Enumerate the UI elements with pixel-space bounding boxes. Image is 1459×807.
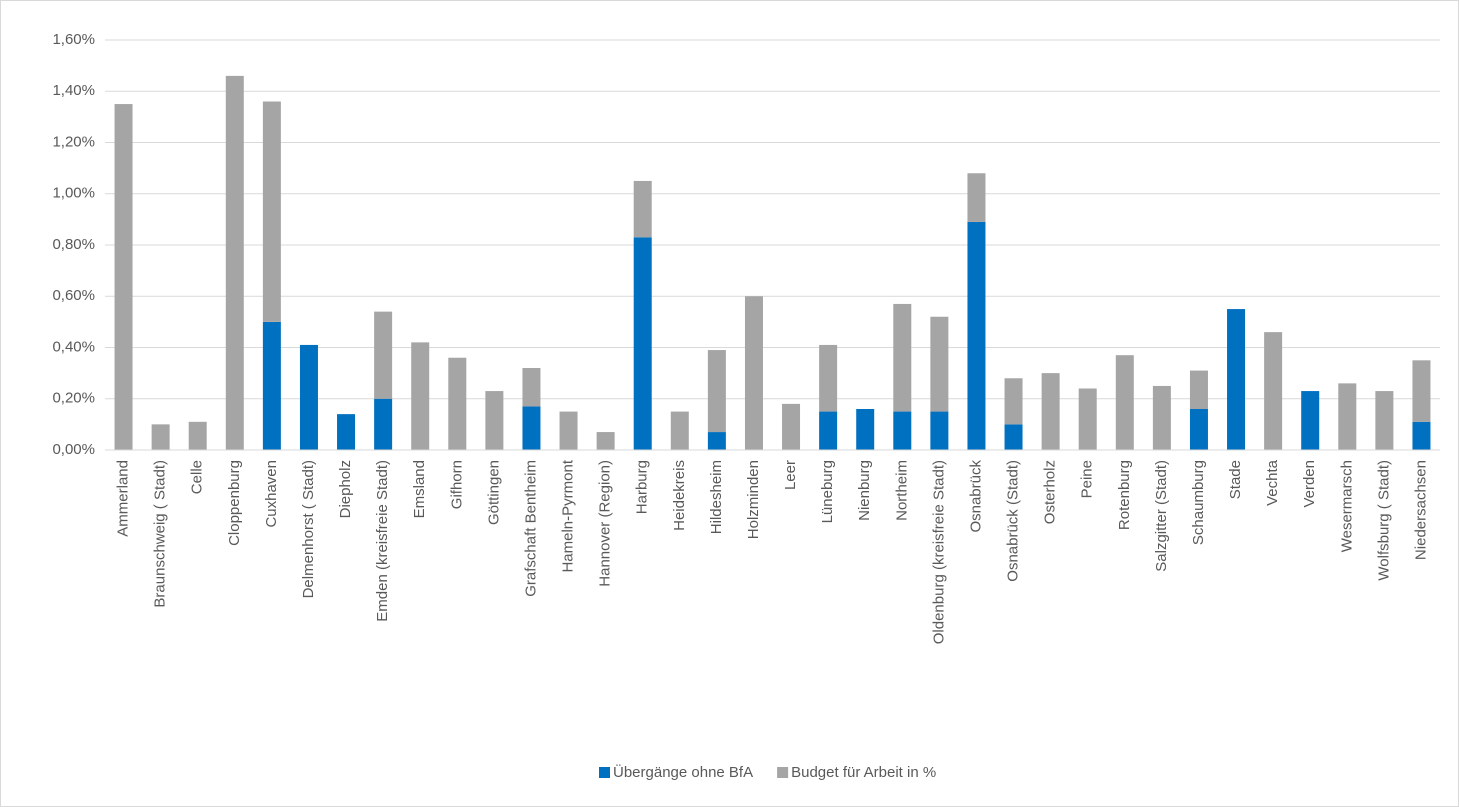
y-tick-label: 0,40%: [52, 338, 95, 355]
x-tick-label: Wesermarsch: [1338, 460, 1355, 552]
x-tick-label: Diepholz: [337, 460, 354, 518]
bar-segment: [633, 237, 652, 450]
bar-segment: [188, 421, 207, 450]
legend-swatch: [599, 767, 610, 778]
x-tick-label: Hameln-Pyrmont: [560, 459, 577, 572]
x-tick-label: Niedersachsen: [1412, 460, 1429, 560]
y-tick-label: 1,00%: [52, 185, 95, 202]
y-tick-label: 1,40%: [52, 82, 95, 99]
x-tick-label: Gifhorn: [448, 460, 465, 509]
bar-segment: [225, 75, 244, 450]
bar-segment: [448, 357, 467, 450]
bar-segment: [114, 104, 133, 450]
bar-segment: [1264, 332, 1283, 450]
bar-segment: [893, 411, 912, 450]
bar-segment: [374, 398, 393, 450]
x-tick-label: Rotenburg: [1116, 460, 1133, 530]
x-tick-label: Heidekreis: [671, 460, 688, 531]
bar-segment: [1412, 360, 1431, 422]
x-tick-label: Oldenburg (kreisfreie Stadt): [930, 460, 947, 644]
x-tick-label: Osterholz: [1042, 460, 1059, 524]
bar-segment: [485, 391, 504, 450]
x-tick-label: Holzminden: [745, 460, 762, 539]
bar-segment: [1189, 409, 1208, 450]
bar-segment: [262, 101, 281, 322]
x-tick-label: Osnabrück (Stadt): [1005, 460, 1022, 582]
x-tick-label: Emsland: [411, 460, 428, 518]
x-tick-label: Northeim: [893, 460, 910, 521]
x-tick-label: Peine: [1079, 460, 1096, 498]
bar-segment: [1152, 385, 1171, 450]
bar-segment: [337, 414, 356, 450]
bar-segment: [1338, 383, 1357, 450]
y-tick-label: 1,60%: [52, 31, 95, 48]
bar-segment: [151, 424, 170, 450]
bar-segment: [856, 409, 875, 450]
bar-segment: [596, 432, 615, 450]
bar-segment: [1004, 378, 1023, 425]
y-tick-label: 0,00%: [52, 441, 95, 458]
bar-segment: [967, 173, 986, 222]
x-tick-label: Harburg: [634, 460, 651, 514]
bar-segment: [893, 303, 912, 412]
bar-segment: [1301, 391, 1320, 450]
bar-segment: [1041, 373, 1060, 450]
x-tick-label: Braunschweig ( Stadt): [152, 460, 169, 608]
x-tick-label: Osnabrück: [967, 460, 984, 533]
x-tick-label: Emden (kreisfreie Stadt): [374, 460, 391, 622]
x-tick-label: Nienburg: [856, 460, 873, 521]
bar-segment: [744, 296, 763, 450]
x-tick-label: Ammerland: [115, 460, 132, 537]
bar-segment: [411, 342, 430, 450]
y-tick-label: 0,20%: [52, 390, 95, 407]
bar-segment: [1227, 309, 1246, 450]
x-tick-label: Cuxhaven: [263, 460, 280, 528]
bar-segment: [707, 350, 726, 433]
bar-segment: [559, 411, 578, 450]
bar-segment: [1004, 424, 1023, 450]
x-tick-label: Celle: [189, 460, 206, 494]
x-tick-label: Wolfsburg ( Stadt): [1375, 460, 1392, 581]
bar-segment: [1375, 391, 1394, 450]
y-tick-label: 1,20%: [52, 133, 95, 150]
bar-segment: [1189, 370, 1208, 409]
bar-segment: [930, 411, 949, 450]
x-tick-label: Vechta: [1264, 459, 1281, 506]
x-tick-label: Schaumburg: [1190, 460, 1207, 545]
bar-segment: [522, 368, 541, 407]
bar-segment: [670, 411, 689, 450]
bar-segment: [262, 321, 281, 450]
x-tick-label: Verden: [1301, 460, 1318, 508]
bar-segment: [299, 344, 318, 450]
bar-segment: [967, 221, 986, 450]
bar-segment: [707, 432, 726, 450]
bar-segment: [819, 411, 838, 450]
bar-segment: [522, 406, 541, 450]
x-tick-label: Cloppenburg: [226, 460, 243, 546]
bar-segment: [930, 316, 949, 412]
x-tick-label: Göttingen: [485, 460, 502, 525]
bar-segment: [782, 403, 801, 450]
bar-segment: [819, 344, 838, 412]
bar-segment: [374, 311, 393, 399]
x-tick-label: Lüneburg: [819, 460, 836, 523]
y-tick-label: 0,80%: [52, 236, 95, 253]
bar-segment: [1412, 421, 1431, 450]
legend-label: Übergänge ohne BfA: [613, 763, 753, 781]
legend-swatch: [777, 767, 789, 778]
bar-segment: [633, 180, 652, 238]
y-tick-label: 0,60%: [52, 287, 95, 304]
x-tick-label: Grafschaft Bentheim: [522, 460, 539, 597]
x-tick-label: Salzgitter (Stadt): [1153, 460, 1170, 572]
legend-label: Budget für Arbeit in %: [791, 764, 936, 781]
x-tick-label: Leer: [782, 460, 799, 490]
bar-segment: [1078, 388, 1097, 450]
x-tick-label: Hannover (Region): [597, 460, 614, 587]
x-tick-label: Hildesheim: [708, 460, 725, 534]
x-tick-label: Stade: [1227, 460, 1244, 499]
bar-segment: [1115, 355, 1134, 450]
x-tick-label: Delmenhorst ( Stadt): [300, 460, 317, 598]
